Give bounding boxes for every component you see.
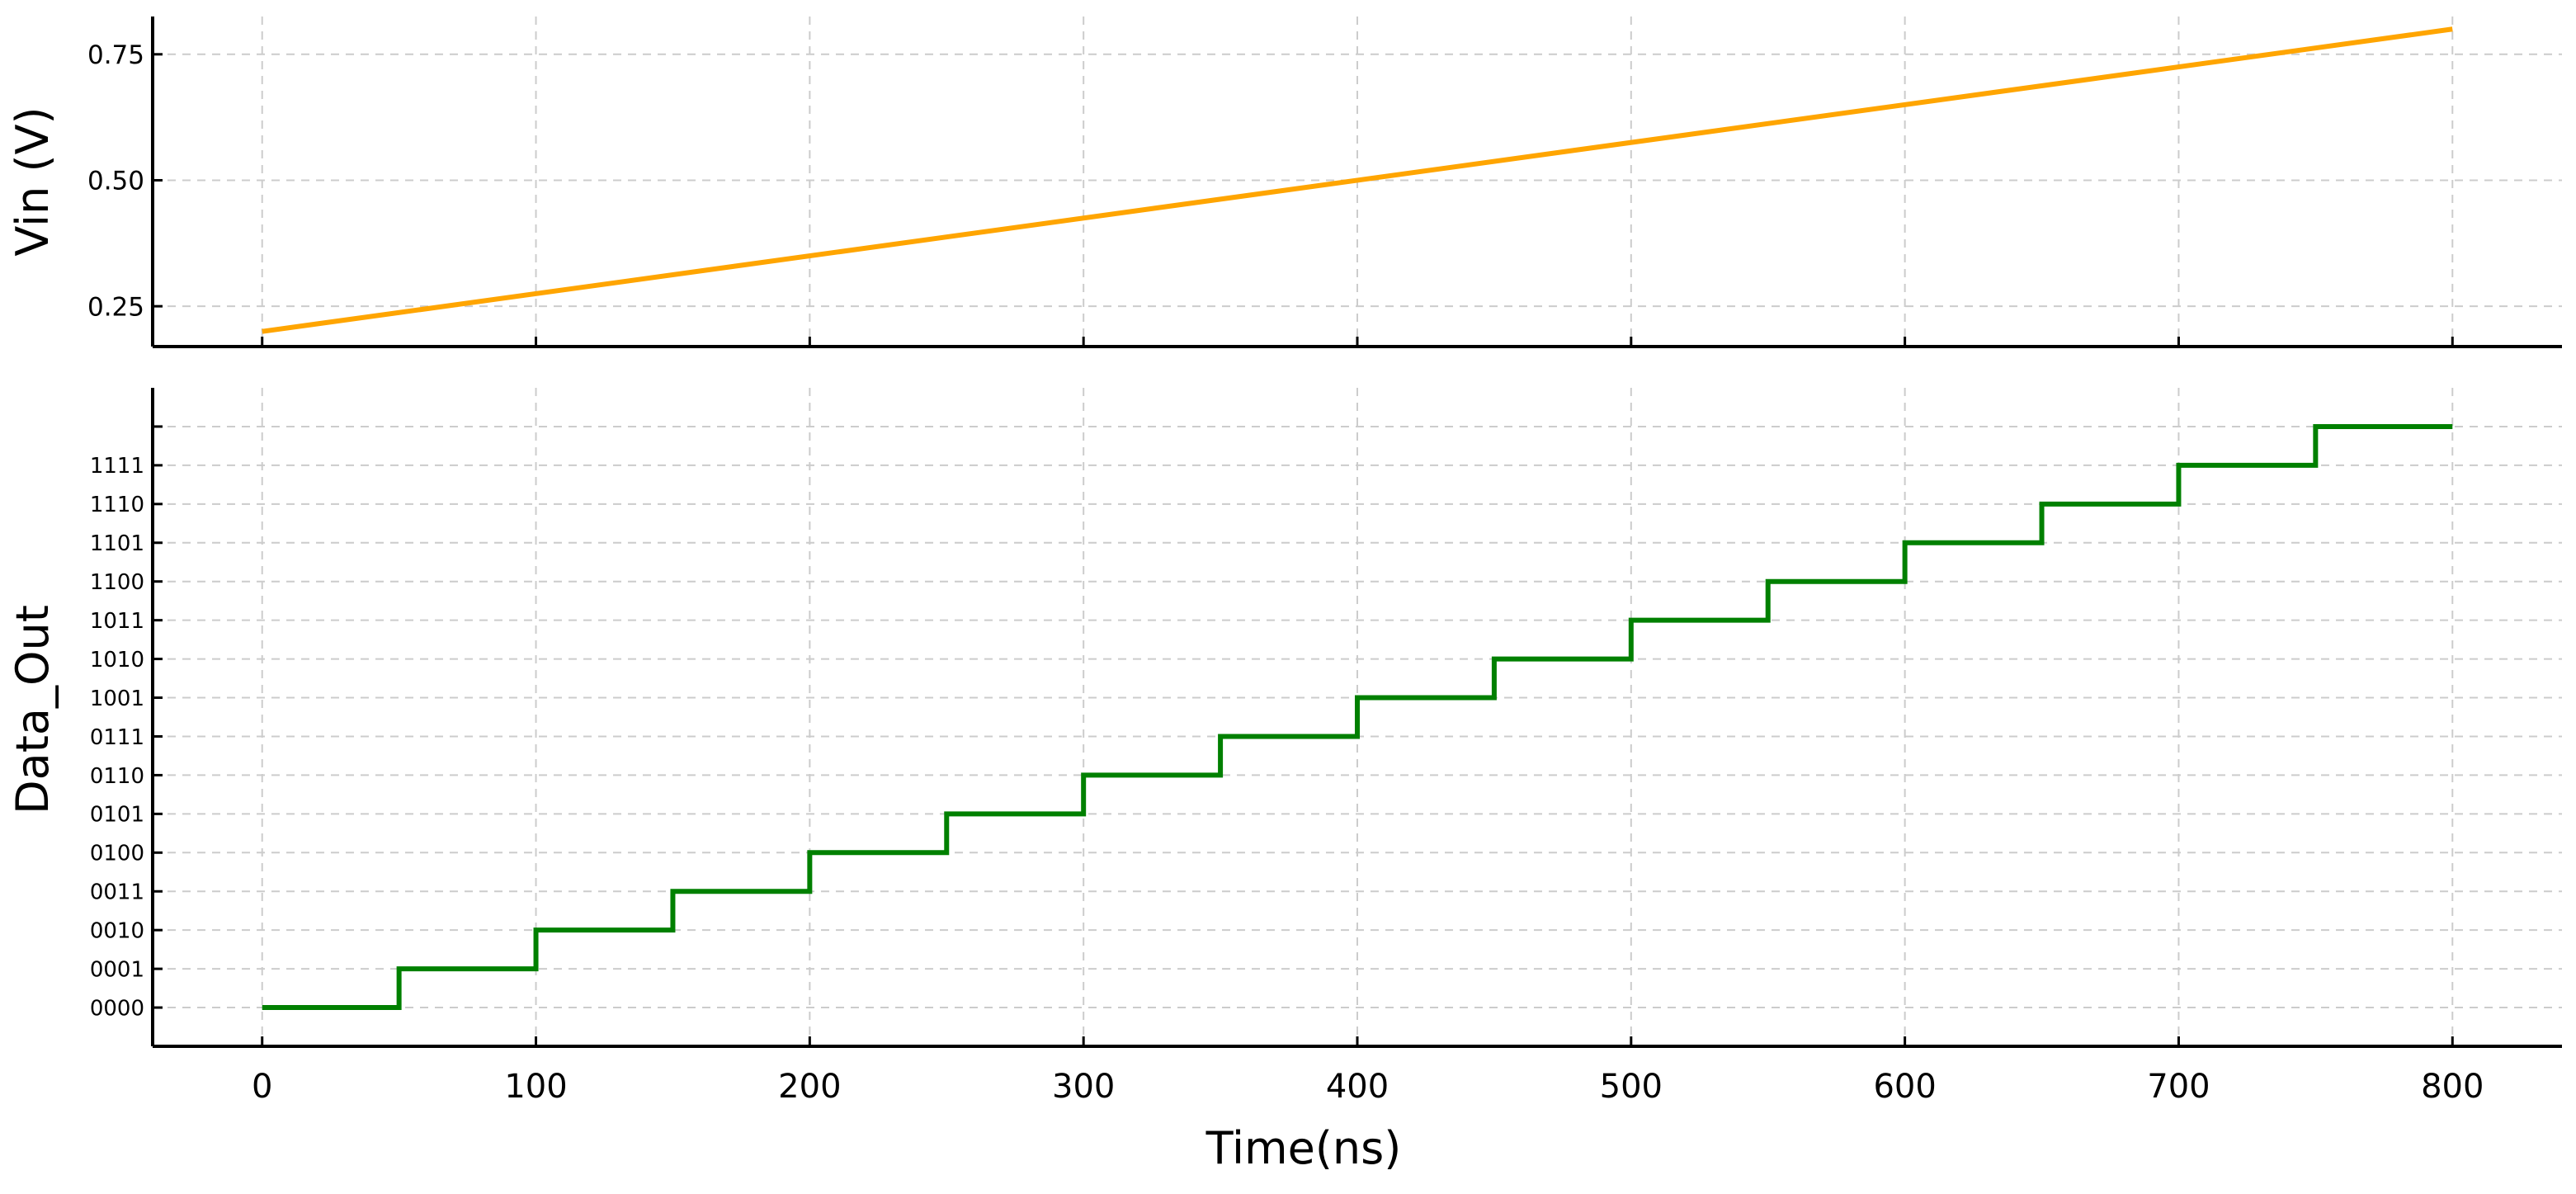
x-tick-label: 400	[1326, 1068, 1389, 1106]
y-tick-label: 0100	[90, 842, 144, 866]
vin-grid	[153, 17, 2562, 347]
y-tick-label: 0111	[90, 725, 144, 750]
y-tick-label: 0000	[90, 996, 144, 1021]
data-out-y-ticks: 0000 0001 0010 0011 0100 0101 0110 0111 1001 1010…	[90, 425, 163, 1021]
y-tick-label: 1110	[90, 493, 144, 517]
y-tick-label: 0011	[90, 880, 144, 905]
x-tick-label: 800	[2421, 1068, 2484, 1106]
vin-y-axis-label: Vin (V)	[7, 106, 59, 256]
y-tick-label: 0.25	[87, 292, 144, 322]
x-axis-label: Time(ns)	[1205, 1122, 1402, 1174]
y-tick-label: 1010	[90, 648, 144, 673]
x-tick-label: 700	[2147, 1068, 2210, 1106]
vin-panel: 0.25 0.50 0.75 Vin (V)	[7, 17, 2562, 348]
vin-y-ticks: 0.25 0.50 0.75	[87, 40, 163, 322]
y-tick-label: 1001	[90, 687, 144, 711]
y-tick-label: 1011	[90, 609, 144, 634]
y-tick-label: 0001	[90, 957, 144, 982]
y-tick-label: 0010	[90, 919, 144, 944]
x-tick-label: 200	[778, 1068, 841, 1106]
vin-series	[262, 26, 2453, 334]
y-tick-label: 1100	[90, 570, 144, 595]
y-tick-label: 0.50	[87, 167, 144, 196]
data-out-y-axis-label: Data_Out	[7, 605, 59, 814]
vin-line	[262, 26, 2453, 334]
x-tick-label: 0	[252, 1068, 272, 1106]
x-tick-label: 600	[1873, 1068, 1936, 1106]
y-tick-label: 1111	[90, 454, 144, 479]
y-tick-label: 0101	[90, 803, 144, 828]
data-out-step-line	[262, 423, 2453, 1011]
data-out-x-ticks: 0 100 200 300 400 500 600 700 800	[252, 1036, 2484, 1106]
x-tick-label: 500	[1600, 1068, 1663, 1106]
x-tick-label: 100	[504, 1068, 567, 1106]
y-tick-label: 1101	[90, 531, 144, 556]
data-out-series	[262, 423, 2453, 1011]
vin-x-ticks	[261, 337, 2454, 347]
y-tick-label: 0.75	[87, 40, 144, 70]
y-tick-label: 0110	[90, 764, 144, 789]
data-out-panel: 0 100 200 300 400 500 600 700 800 00000001001000…	[7, 388, 2562, 1174]
x-tick-label: 300	[1052, 1068, 1115, 1106]
